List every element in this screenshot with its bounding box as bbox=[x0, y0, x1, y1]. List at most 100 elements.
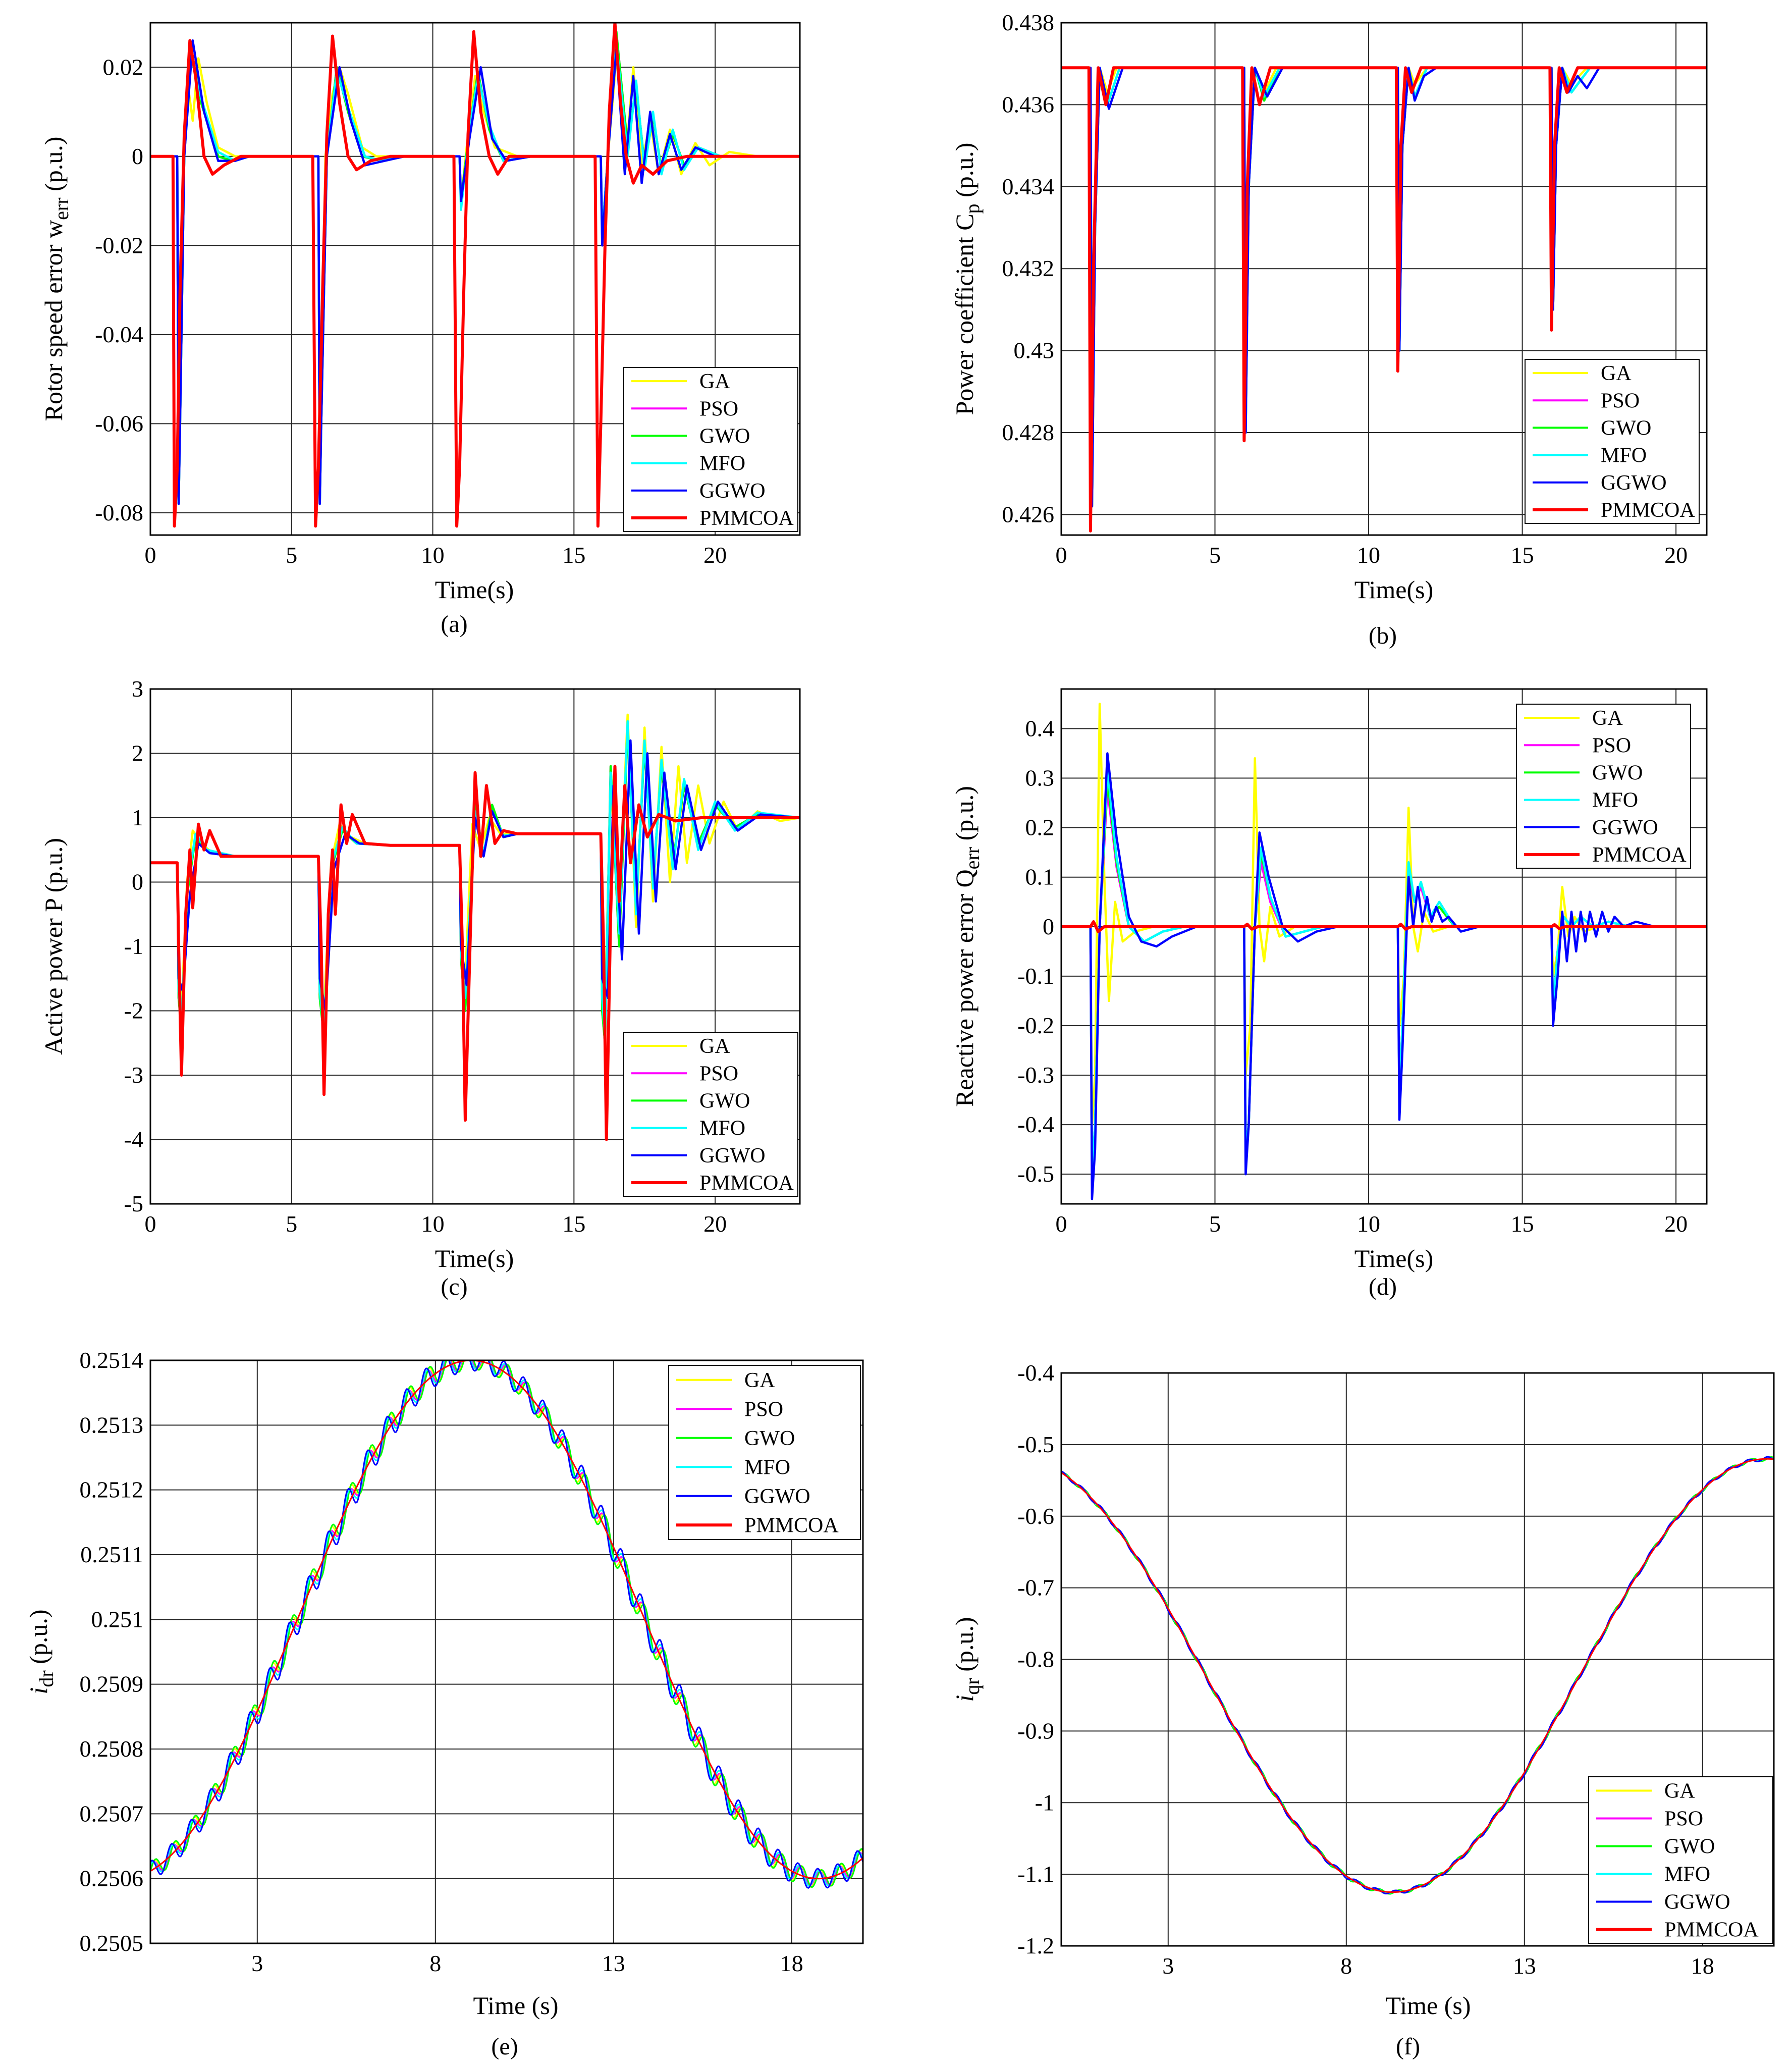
legend-label-mfo: MFO bbox=[1592, 789, 1638, 812]
series-line-pmmcoa bbox=[150, 1360, 863, 1880]
series-line-ggwo bbox=[150, 739, 800, 1012]
legend-label-pmmcoa: PMMCOA bbox=[744, 1514, 839, 1537]
legend: GA PSO GWO MFO GGWO PMMCOA bbox=[1525, 359, 1700, 524]
y-tick-label: 0 bbox=[1043, 914, 1054, 939]
panel-e: 3 8 13 18 0.2514 0.2513 0.2512 0.2511 0.251 0.250… bbox=[24, 1347, 864, 2060]
axes-box bbox=[1060, 1372, 1775, 1947]
legend-box bbox=[1525, 359, 1700, 524]
legend-label-ga: GA bbox=[744, 1369, 775, 1392]
x-axis-label: Time(s) bbox=[1354, 1244, 1434, 1273]
y-tick-label: 0 bbox=[132, 869, 143, 895]
y-tick-label: 0.4 bbox=[1025, 715, 1055, 741]
series-line-ggwo bbox=[150, 39, 800, 505]
y-tick-label: 2 bbox=[132, 740, 143, 766]
y-tick-label: -1.2 bbox=[1017, 1933, 1054, 1958]
panel-caption: (f) bbox=[1396, 2033, 1420, 2060]
legend-label-mfo: MFO bbox=[744, 1456, 790, 1479]
y-tick-label: -0.5 bbox=[1017, 1432, 1054, 1457]
x-tick-label: 3 bbox=[1162, 1953, 1174, 1979]
legend-label-pmmcoa: PMMCOA bbox=[1601, 499, 1695, 522]
y-tick-label: -0.2 bbox=[1017, 1013, 1054, 1038]
legend-box bbox=[668, 1365, 861, 1540]
x-tick-label: 20 bbox=[1664, 1211, 1688, 1237]
legend-label-ggwo: GGWO bbox=[744, 1485, 810, 1508]
legend-label-pso: PSO bbox=[744, 1398, 783, 1421]
panel-caption: (a) bbox=[441, 611, 467, 638]
legend-label-ga: GA bbox=[1592, 707, 1623, 730]
legend-label-ga: GA bbox=[699, 370, 730, 393]
x-tick-label: 0 bbox=[1056, 1211, 1067, 1237]
y-tick-label: -0.4 bbox=[1017, 1360, 1054, 1386]
y-tick-label: 0.428 bbox=[1002, 419, 1055, 445]
panel-caption: (c) bbox=[441, 1274, 467, 1300]
legend: GA PSO GWO MFO GGWO PMMCOA bbox=[623, 367, 798, 532]
legend-label-gwo: GWO bbox=[744, 1427, 795, 1450]
series-line-ggwo bbox=[1061, 752, 1707, 1200]
legend: GA PSO GWO MFO GGWO PMMCOA bbox=[668, 1365, 861, 1540]
y-tick-label: 0.3 bbox=[1025, 765, 1055, 791]
y-tick-label: -1.1 bbox=[1017, 1861, 1054, 1887]
legend-box bbox=[1516, 704, 1691, 869]
legend-label-mfo: MFO bbox=[1664, 1863, 1710, 1886]
y-tick-label: 0.02 bbox=[103, 54, 144, 80]
legend-label-ggwo: GGWO bbox=[699, 480, 766, 503]
y-tick-label: -0.02 bbox=[95, 232, 143, 258]
legend: GA PSO GWO MFO GGWO PMMCOA bbox=[1516, 704, 1691, 869]
series-line-pmmcoa bbox=[150, 765, 800, 1141]
x-tick-label: 20 bbox=[703, 1211, 727, 1237]
legend-label-mfo: MFO bbox=[699, 1117, 745, 1140]
legend-label-ggwo: GGWO bbox=[1664, 1891, 1730, 1914]
legend-label-pso: PSO bbox=[1592, 734, 1631, 757]
legend-label-pso: PSO bbox=[1664, 1808, 1703, 1831]
y-tick-label: -3 bbox=[124, 1062, 143, 1088]
y-tick-label: 0.2505 bbox=[80, 1930, 144, 1956]
legend-label-ga: GA bbox=[1664, 1780, 1695, 1803]
x-tick-label: 5 bbox=[1209, 1211, 1221, 1237]
y-tick-label: 0.2512 bbox=[80, 1477, 144, 1503]
axes-box bbox=[1060, 688, 1708, 1205]
y-tick-label: -5 bbox=[124, 1191, 143, 1216]
x-axis-label: Time(s) bbox=[435, 1244, 514, 1273]
y-tick-label: 0.2508 bbox=[80, 1736, 144, 1762]
y-tick-label: -2 bbox=[124, 998, 143, 1024]
y-tick-label: 0.2514 bbox=[80, 1347, 144, 1373]
x-axis-label: Time(s) bbox=[435, 575, 514, 604]
panel-b: 0 5 10 15 20 0.438 0.436 0.434 0.432 0.43 0.428 0.4… bbox=[950, 10, 1708, 649]
y-tick-label: 0.1 bbox=[1025, 864, 1055, 890]
y-tick-label: 0.2511 bbox=[80, 1542, 143, 1567]
legend-label-gwo: GWO bbox=[699, 425, 750, 448]
legend-label-mfo: MFO bbox=[699, 452, 745, 475]
x-tick-label: 20 bbox=[703, 542, 727, 568]
x-tick-label: 3 bbox=[251, 1950, 263, 1976]
x-tick-label: 8 bbox=[429, 1950, 441, 1976]
y-tick-label: 0.434 bbox=[1002, 174, 1055, 199]
legend-label-pso: PSO bbox=[699, 397, 738, 420]
x-tick-label: 13 bbox=[602, 1950, 625, 1976]
axes-box bbox=[149, 688, 801, 1205]
legend-label-ggwo: GGWO bbox=[1601, 471, 1667, 495]
x-tick-label: 10 bbox=[421, 1211, 445, 1237]
y-tick-label: -0.08 bbox=[95, 500, 143, 525]
y-tick-label: 0.436 bbox=[1002, 91, 1055, 117]
legend-label-ggwo: GGWO bbox=[1592, 816, 1658, 839]
series-group bbox=[150, 1360, 863, 1889]
y-axis-label: iqr (p.u.) bbox=[950, 1617, 984, 1702]
y-tick-label: 0 bbox=[132, 143, 143, 169]
legend-label-ga: GA bbox=[1601, 362, 1632, 385]
panel-a: 0 5 10 15 20 0.02 0 -0.02 -0.04 -0.06 -0.08 GA PSO GW… bbox=[39, 22, 801, 638]
legend-label-pmmcoa: PMMCOA bbox=[1592, 843, 1687, 867]
series-line-pmmcoa bbox=[150, 23, 800, 528]
x-tick-label: 10 bbox=[1357, 542, 1380, 568]
y-tick-label: -0.06 bbox=[95, 410, 143, 436]
y-tick-label: -0.4 bbox=[1017, 1111, 1054, 1137]
y-tick-label: -0.5 bbox=[1017, 1161, 1054, 1187]
y-tick-label: -0.9 bbox=[1017, 1718, 1054, 1743]
y-tick-label: -1 bbox=[1035, 1789, 1054, 1815]
x-tick-label: 18 bbox=[780, 1950, 803, 1976]
y-tick-label: 0.426 bbox=[1002, 501, 1055, 527]
x-axis-label: Time (s) bbox=[473, 1991, 558, 2020]
y-tick-label: 0.2507 bbox=[80, 1801, 144, 1826]
series-group bbox=[150, 23, 800, 528]
legend-label-gwo: GWO bbox=[699, 1089, 750, 1113]
